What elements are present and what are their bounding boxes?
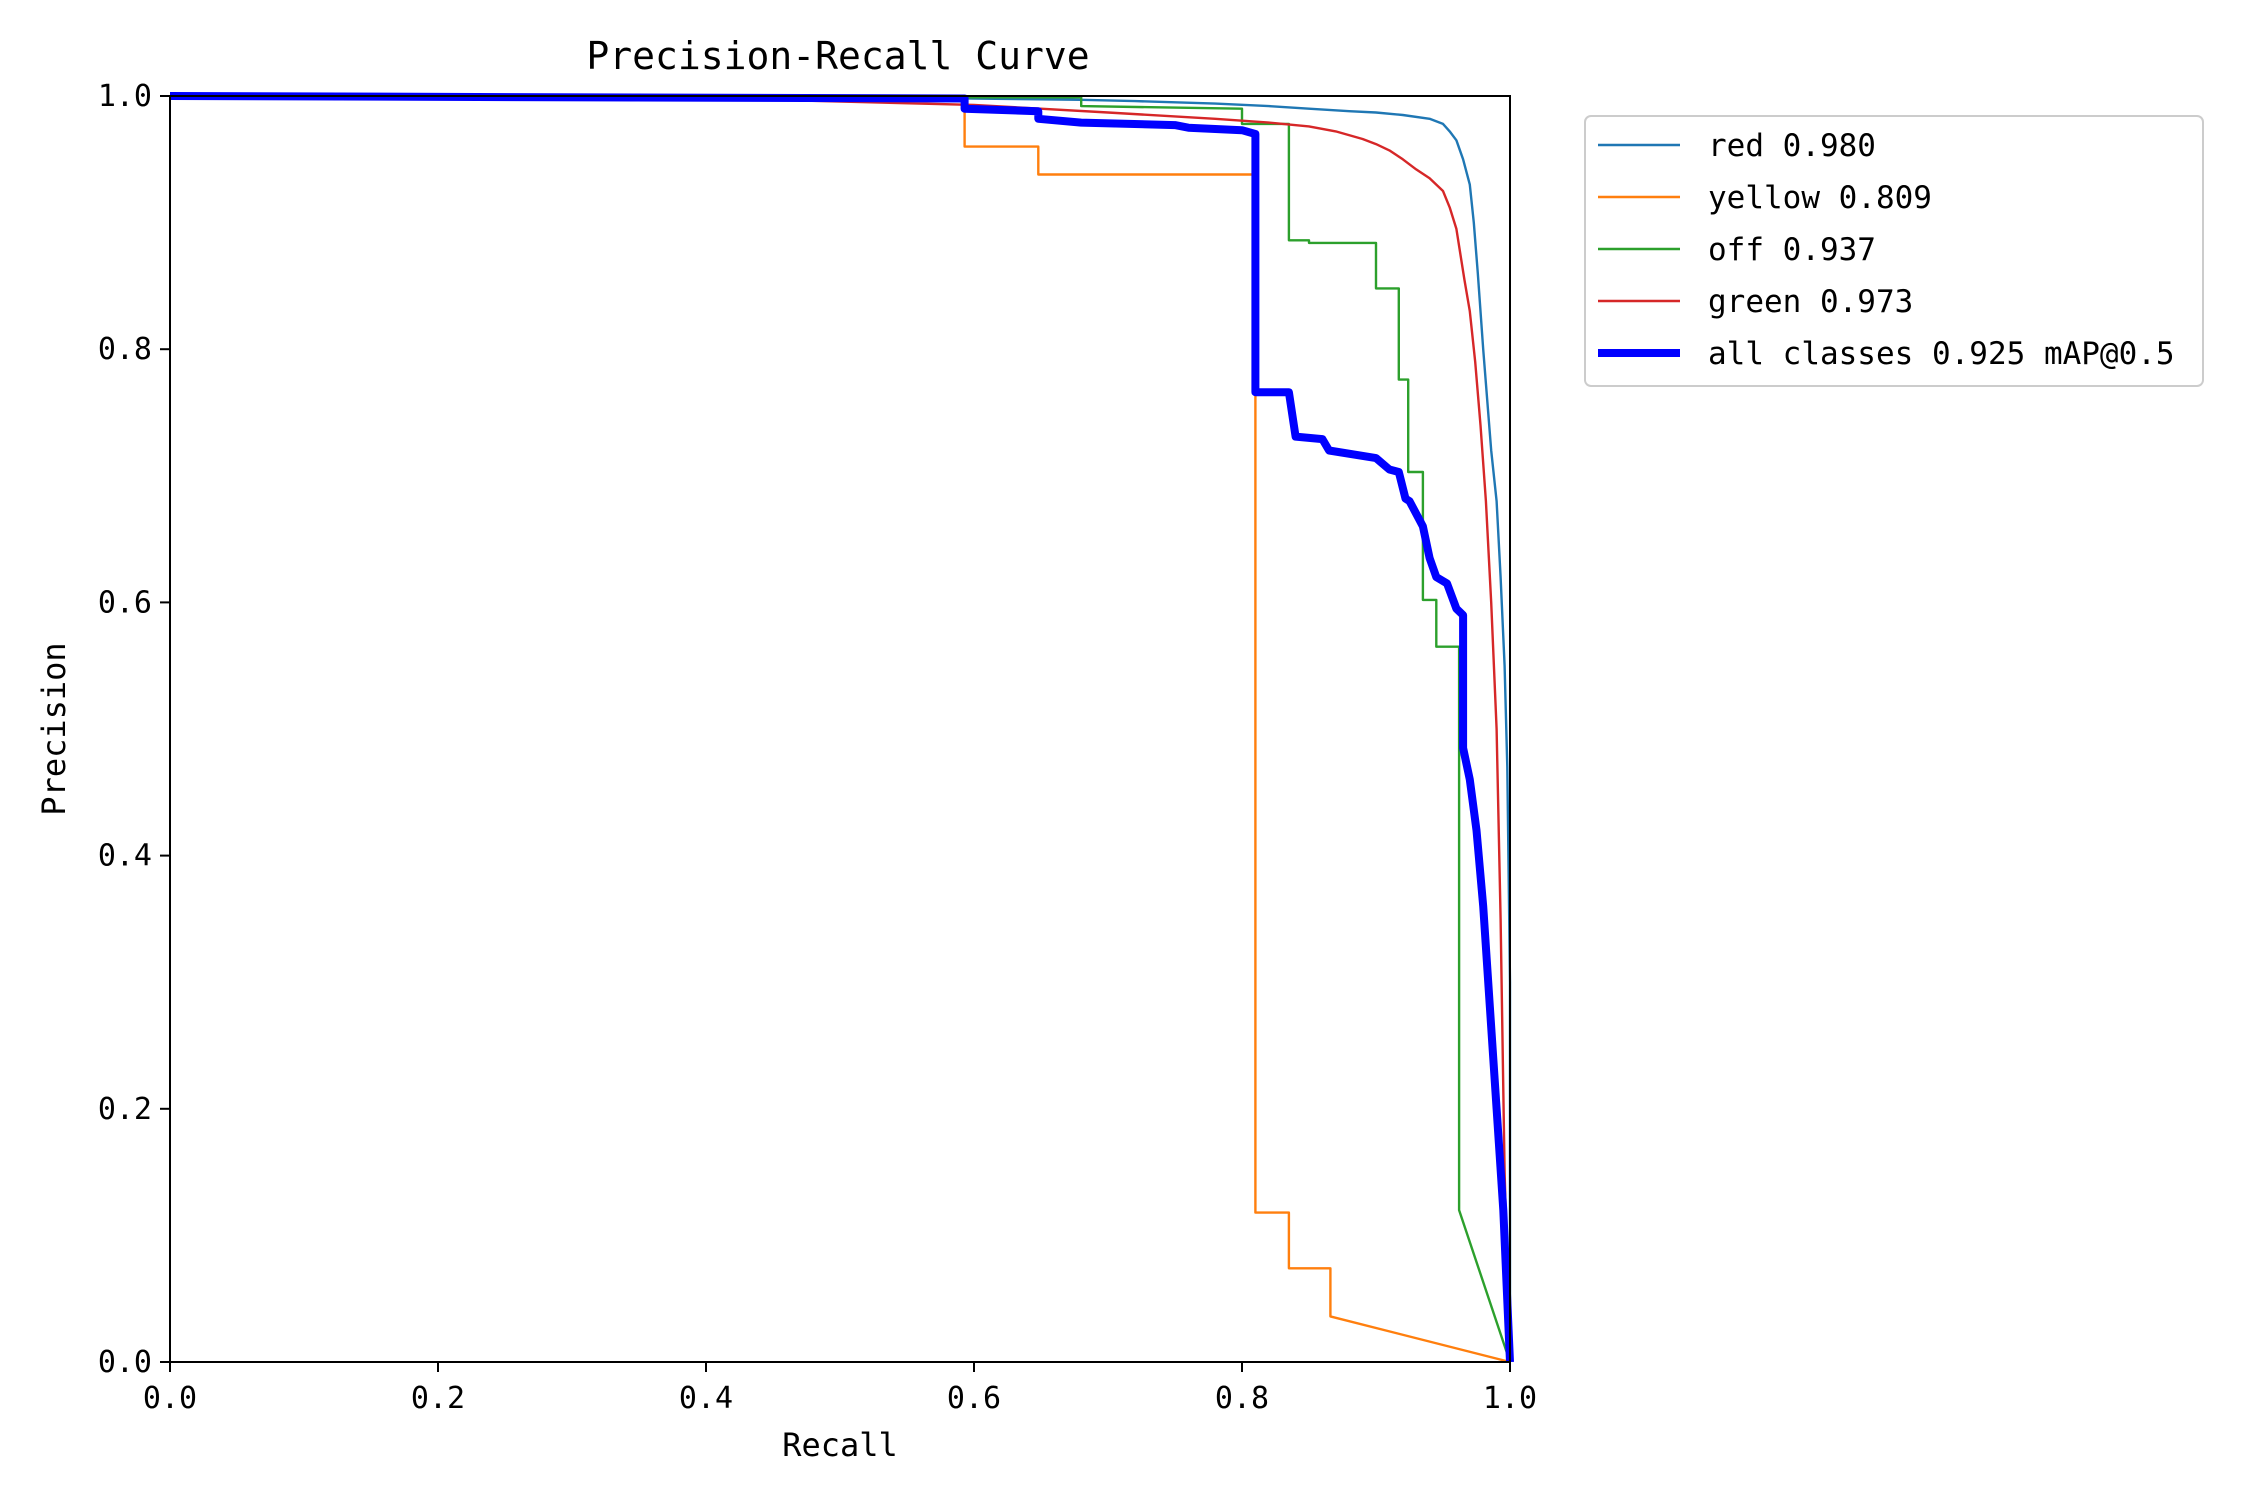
series-line-4 [169,92,1514,1363]
legend: red 0.980 yellow 0.809 off 0.937 green 0.97… [1584,115,2204,387]
series-line-1 [169,94,1511,1364]
x-tick-label-2: 0.4 [679,1381,733,1416]
legend-label-4: all classes 0.925 mAP@0.5 [1708,336,2175,372]
y-axis-label: Precision [35,642,73,815]
legend-label-1: yellow 0.809 [1708,180,1932,216]
x-tick-label-0: 0.0 [143,1381,197,1416]
x-axis-label: Recall [782,1426,898,1464]
y-tick-label-3: 0.6 [98,585,152,620]
y-axis-ticks: 0.0 0.2 0.4 0.6 0.8 1.0 [98,79,170,1380]
x-tick-label-4: 0.8 [1215,1381,1269,1416]
series-layer [169,92,1514,1364]
x-tick-label-3: 0.6 [947,1381,1001,1416]
chart-title: Precision-Recall Curve [586,34,1089,78]
legend-box [1584,115,2204,387]
legend-label-3: green 0.973 [1708,284,1913,320]
x-axis-ticks: 0.0 0.2 0.4 0.6 0.8 1.0 [143,1362,1537,1416]
y-tick-label-1: 0.2 [98,1092,152,1127]
series-line-0 [169,94,1512,1362]
plot-frame [169,95,1511,1363]
y-tick-label-5: 1.0 [98,79,152,114]
legend-label-0: red 0.980 [1708,128,1876,164]
x-tick-label-1: 0.2 [411,1381,465,1416]
y-tick-label-2: 0.4 [98,839,152,874]
y-tick-label-4: 0.8 [98,332,152,367]
plot-area [169,92,1514,1364]
legend-label-2: off 0.937 [1708,232,1876,268]
series-line-3 [169,94,1512,1363]
y-tick-label-0: 0.0 [98,1345,152,1380]
series-line-2 [169,94,1512,1363]
legend-entries: red 0.980 yellow 0.809 off 0.937 green 0.97… [1598,128,2175,372]
x-tick-label-5: 1.0 [1483,1381,1537,1416]
